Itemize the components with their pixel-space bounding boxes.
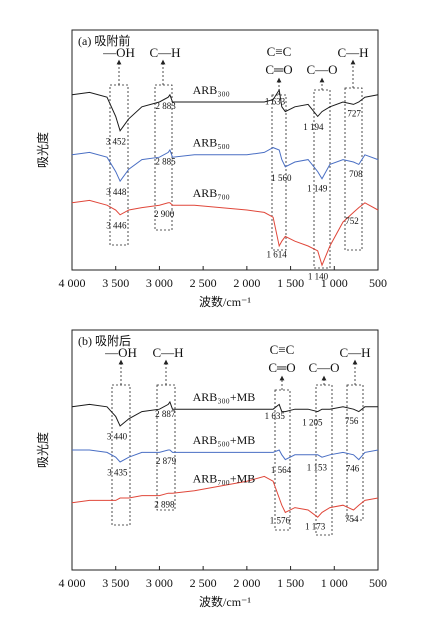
- series-label: ARB₇₀₀: [193, 186, 230, 200]
- peak-label: 2 900: [154, 209, 175, 219]
- spectrum-line: [71, 147, 379, 183]
- peak-label: 752: [345, 216, 359, 226]
- group-label: C—O: [308, 360, 339, 375]
- group-label: C—H: [152, 345, 183, 360]
- group-label: C—H: [339, 345, 370, 360]
- group-label: C≡C: [270, 342, 295, 357]
- spectrum-line: [71, 88, 379, 132]
- peak-label: 3 452: [106, 136, 126, 146]
- peak-label: 1 149: [307, 184, 328, 194]
- peak-label: 1 635: [265, 411, 286, 421]
- x-tick-label: 1 000: [321, 276, 348, 290]
- y-axis-label: 吸光度: [35, 132, 50, 168]
- group-label: C═O: [268, 360, 295, 375]
- spectrum-line: [71, 475, 379, 518]
- group-label: C≡C: [267, 44, 292, 59]
- x-tick-label: 2 500: [190, 576, 217, 590]
- peak-label: 1 614: [266, 250, 287, 260]
- x-tick-label: 500: [369, 276, 387, 290]
- spectrum-line: [71, 199, 379, 267]
- panel-title: (b) 吸附后: [78, 334, 131, 348]
- peak-label: 3 446: [106, 221, 127, 231]
- x-tick-label: 1 500: [277, 576, 304, 590]
- x-tick-label: 2 000: [233, 576, 260, 590]
- x-tick-label: 2 500: [190, 276, 217, 290]
- spectrum-line: [72, 449, 379, 463]
- x-axis-label: 波数/cm⁻¹: [199, 294, 251, 309]
- series-label: ARB₃₀₀+MB: [193, 390, 256, 404]
- group-label: —OH: [102, 45, 135, 60]
- peak-label: 1 564: [271, 465, 292, 475]
- group-label: C═O: [265, 62, 292, 77]
- x-tick-label: 3 500: [102, 576, 129, 590]
- x-tick-label: 1 500: [277, 276, 304, 290]
- x-tick-label: 1 000: [321, 576, 348, 590]
- peak-label: 746: [346, 464, 360, 474]
- y-axis-label: 吸光度: [35, 432, 50, 468]
- series-label: ARB₇₀₀+MB: [193, 472, 256, 486]
- peak-label: 2 898: [154, 499, 175, 509]
- peak-label: 1 205: [302, 417, 323, 427]
- peak-label: 754: [345, 514, 359, 524]
- group-label: C—H: [337, 45, 368, 60]
- peak-label: 1 633: [265, 96, 286, 106]
- x-tick-label: 4 000: [59, 276, 86, 290]
- plot-frame: [71, 29, 379, 271]
- peak-label: 2 879: [156, 456, 177, 466]
- group-label: —OH: [104, 345, 137, 360]
- x-tick-label: 3 000: [146, 576, 173, 590]
- group-label: C—H: [149, 45, 180, 60]
- x-tick-label: 3 000: [146, 276, 173, 290]
- peak-label: 2 883: [156, 101, 177, 111]
- peak-label: 2 887: [155, 409, 176, 419]
- peak-label: 3 435: [107, 467, 128, 477]
- peak-label: 3 448: [106, 187, 127, 197]
- peak-label: 1 173: [305, 522, 326, 532]
- peak-label: 756: [345, 416, 359, 426]
- x-tick-label: 2 000: [233, 276, 260, 290]
- group-labels: —OH C—H C≡C C═O C—O C—H —OH C—H C≡C C═O …: [102, 44, 370, 375]
- peak-label: 727: [347, 108, 361, 118]
- peak-label: 1 560: [271, 173, 292, 183]
- peak-label: 1 140: [308, 271, 329, 281]
- series-label: ARB₅₀₀: [193, 136, 230, 150]
- x-tick-label: 500: [369, 576, 387, 590]
- peak-label: 2 885: [155, 157, 176, 167]
- panel-title: (a) 吸附前: [78, 33, 130, 48]
- x-tick-label: 4 000: [59, 576, 86, 590]
- series-label: ARB₃₀₀: [193, 83, 230, 97]
- peak-label: 1 576: [270, 516, 291, 526]
- group-label: C—O: [306, 62, 337, 77]
- peak-label: 3 440: [107, 431, 128, 441]
- series-label: ARB₅₀₀+MB: [193, 433, 256, 447]
- band-boxes: [109, 59, 364, 536]
- x-tick-label: 3 500: [102, 276, 129, 290]
- peak-label: 1 194: [303, 122, 324, 132]
- spectrum-line: [71, 400, 378, 427]
- x-axis-label: 波数/cm⁻¹: [199, 594, 251, 609]
- peak-label: 708: [349, 169, 363, 179]
- peak-label: 1 153: [307, 463, 328, 473]
